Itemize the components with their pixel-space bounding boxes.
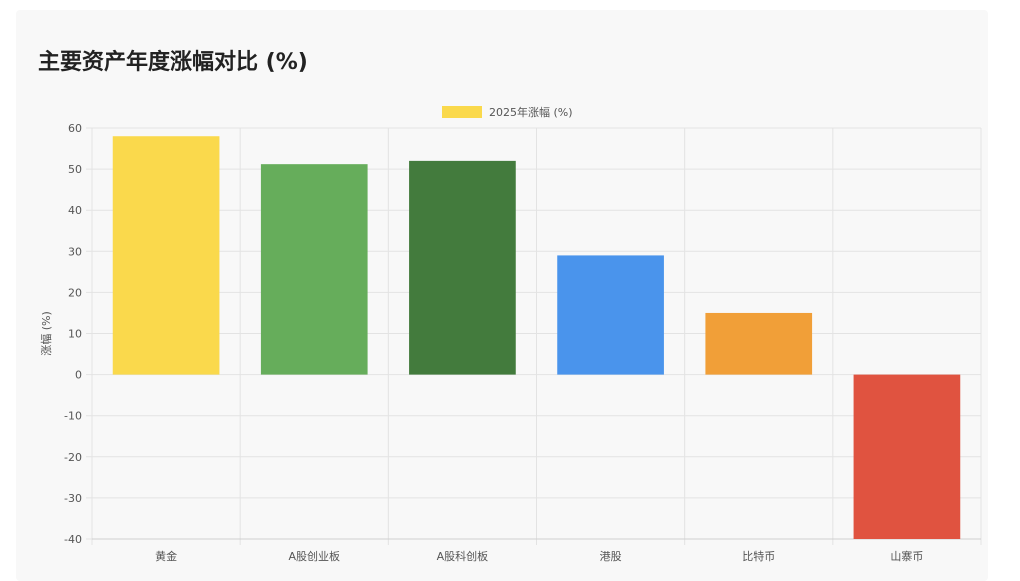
y-tick-label: 30 [68, 245, 82, 258]
x-tick-label: A股科创板 [437, 549, 489, 563]
y-tick-label: -40 [64, 533, 82, 546]
bar [260, 164, 368, 375]
y-tick-label: -20 [64, 451, 82, 464]
y-tick-label: 50 [68, 163, 82, 176]
x-tick-label: 山寨币 [890, 549, 923, 563]
x-tick-label: 港股 [600, 550, 622, 563]
y-tick-label: 40 [68, 204, 82, 217]
x-tick-label: A股创业板 [288, 549, 340, 563]
x-tick-label: 黄金 [155, 549, 177, 563]
y-tick-label: 20 [68, 286, 82, 299]
bar [853, 374, 961, 539]
legend: 2025年涨幅 (%) [442, 105, 573, 119]
y-tick-label: 60 [68, 122, 82, 135]
legend-label[interactable]: 2025年涨幅 (%) [489, 105, 573, 119]
bar [557, 255, 664, 375]
y-tick-label: -30 [64, 492, 82, 505]
y-tick-label: -10 [64, 410, 82, 423]
y-axis-title: 涨幅 (%) [40, 311, 53, 356]
y-tick-label: 10 [68, 328, 82, 341]
bar [112, 136, 220, 375]
y-tick-label: 0 [75, 369, 82, 382]
chart-title: 主要资产年度涨幅对比 (%) [38, 50, 308, 75]
legend-swatch[interactable] [442, 106, 482, 118]
bar [409, 160, 516, 375]
x-tick-label: 比特币 [742, 549, 775, 563]
bar [705, 312, 813, 375]
